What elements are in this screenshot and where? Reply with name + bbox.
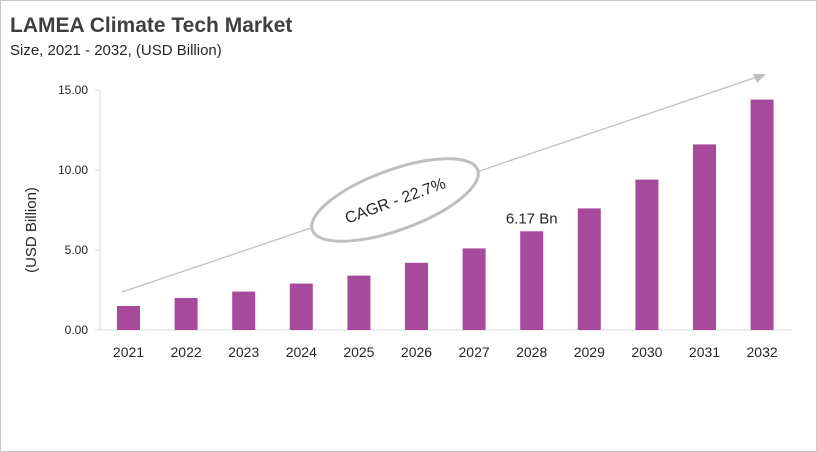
bar-2028 (520, 231, 544, 330)
x-tick-label: 2022 (171, 344, 202, 360)
y-tick-label: 15.00 (58, 83, 88, 97)
x-tick-label: 2030 (631, 344, 662, 360)
bar-2031 (693, 144, 716, 330)
bar-2021 (117, 306, 140, 330)
x-tick-label: 2023 (228, 344, 259, 360)
y-tick-label: 5.00 (65, 243, 89, 257)
arrow-head-icon (753, 74, 766, 83)
bar-2027 (462, 248, 486, 330)
y-tick-label: 0.00 (65, 323, 89, 337)
cagr-ellipse (310, 157, 480, 243)
x-tick-label: 2029 (574, 344, 605, 360)
x-tick-label: 2025 (343, 344, 374, 360)
bar-2026 (405, 262, 428, 330)
x-tick-label: 2024 (286, 344, 317, 360)
x-tick-label: 2032 (747, 344, 778, 360)
data-label-2028: 6.17 Bn (506, 210, 558, 227)
chart-subtitle: Size, 2021 - 2032, (USD Billion) (10, 42, 222, 59)
chart-title: LAMEA Climate Tech Market (10, 14, 293, 37)
bar-2023 (232, 291, 256, 330)
bar-2024 (289, 283, 313, 330)
y-axis-label: (USD Billion) (23, 187, 40, 273)
x-tick-label: 2026 (401, 344, 432, 360)
x-tick-label: 2021 (113, 344, 144, 360)
bar-2032 (750, 99, 774, 330)
bar-2022 (174, 298, 198, 330)
bar-2029 (577, 208, 601, 330)
x-tick-label: 2027 (459, 344, 490, 360)
x-tick-label: 2028 (516, 344, 547, 360)
y-tick-label: 10.00 (58, 163, 88, 177)
bar-2025 (347, 275, 371, 330)
x-tick-label: 2031 (689, 344, 720, 360)
bar-2030 (635, 179, 659, 330)
